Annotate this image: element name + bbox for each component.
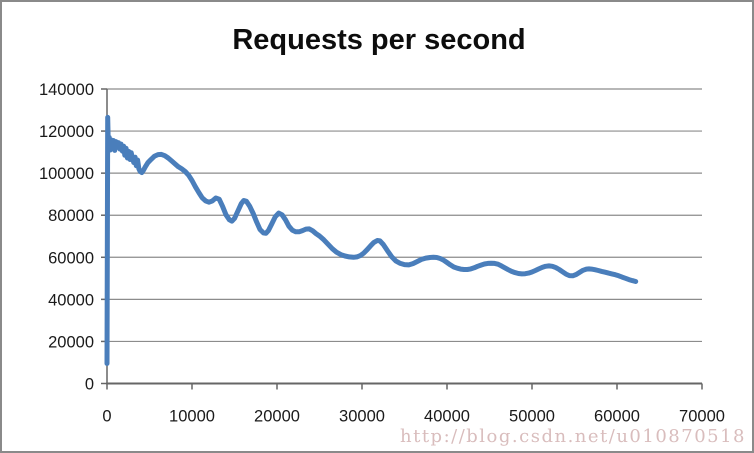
x-tick-label: 30000 <box>339 408 385 426</box>
x-tick-label: 0 <box>102 408 111 426</box>
y-tick-label: 120000 <box>39 123 94 141</box>
x-tick-label: 10000 <box>169 408 215 426</box>
y-tick-label: 20000 <box>48 333 94 351</box>
series-line <box>104 114 639 366</box>
y-tick-label: 40000 <box>48 291 94 309</box>
y-tick-label: 0 <box>85 376 94 394</box>
y-tick-label: 100000 <box>39 165 94 183</box>
x-tick-label: 60000 <box>594 408 640 426</box>
chart-title: Requests per second <box>232 24 526 56</box>
y-tick-label: 80000 <box>48 207 94 225</box>
x-tick-label: 70000 <box>679 408 725 426</box>
x-tick-label: 20000 <box>254 408 300 426</box>
watermark-url: http://blog.csdn.net/u010870518 <box>400 426 746 447</box>
x-tick-label: 40000 <box>424 408 470 426</box>
x-tick-label: 50000 <box>509 408 555 426</box>
y-tick-label: 140000 <box>39 81 94 99</box>
y-tick-label: 60000 <box>48 249 94 267</box>
